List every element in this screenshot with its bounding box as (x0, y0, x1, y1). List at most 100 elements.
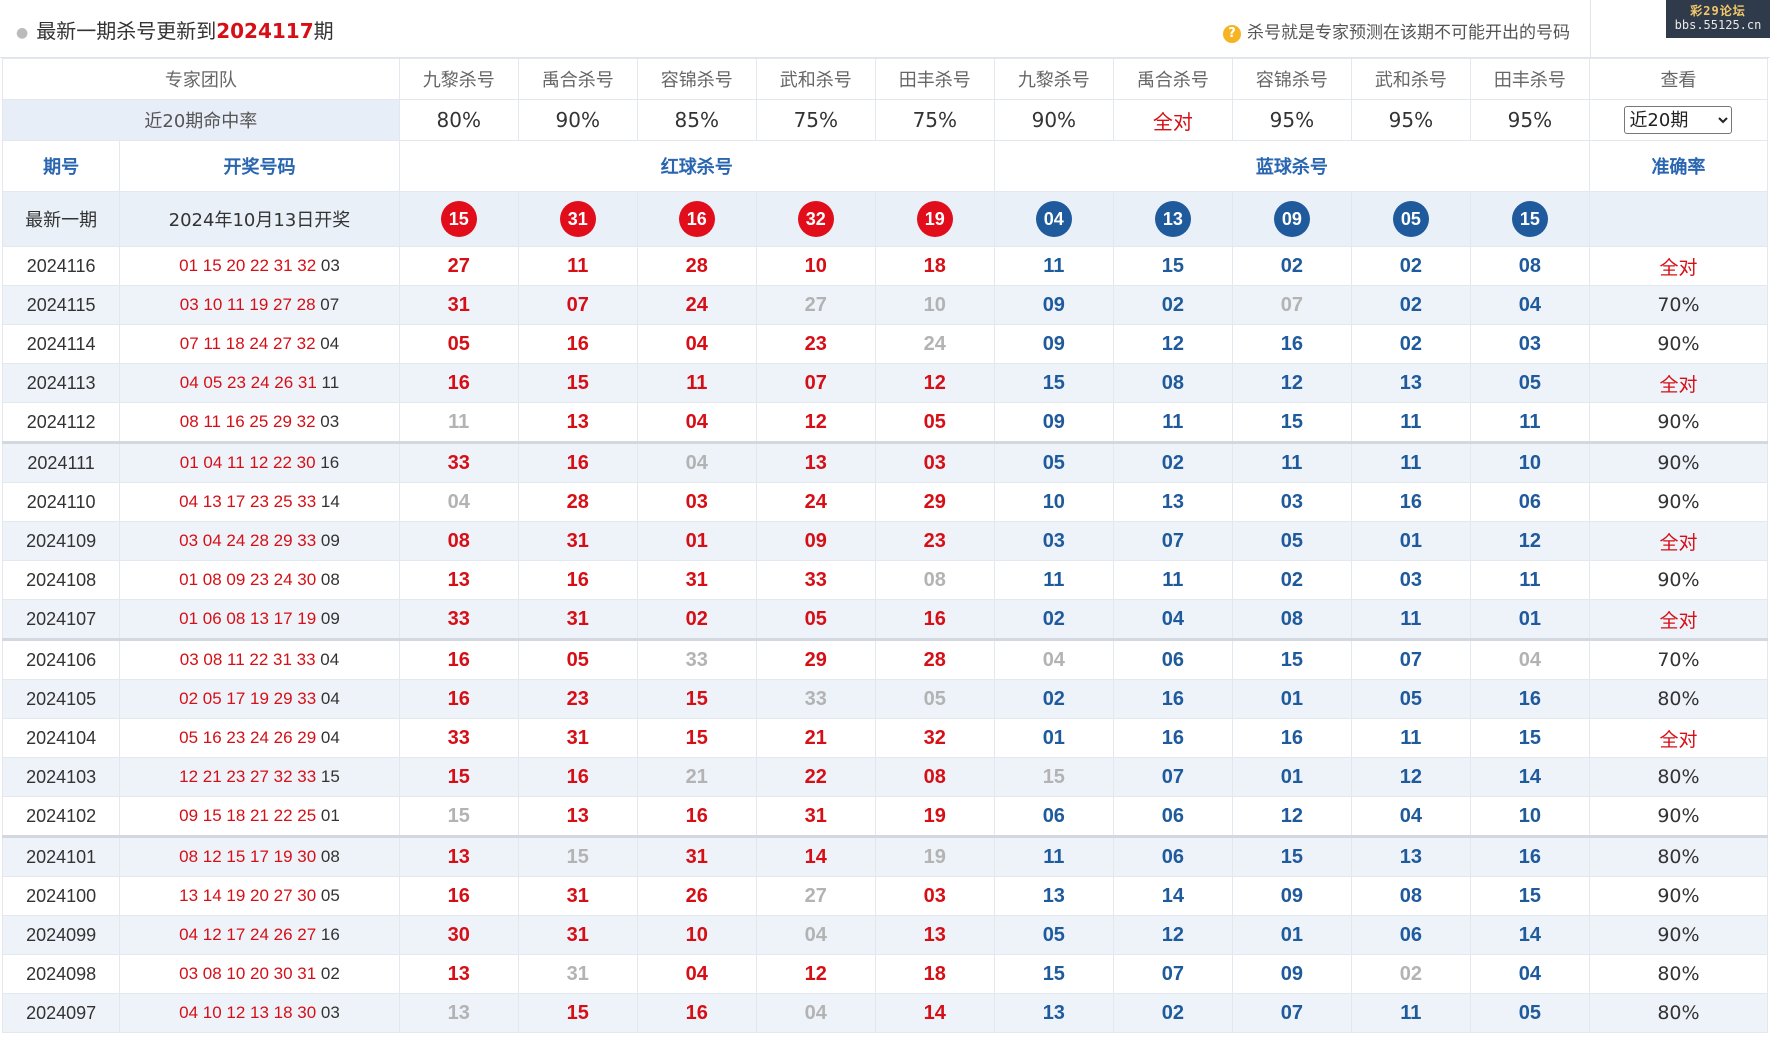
accuracy-value: 90% (1588, 915, 1769, 955)
hint-label: 杀号就是专家预测在该期不可能开出的号码 (1247, 23, 1570, 43)
expert-blue-3: 容锦杀号 (1231, 58, 1352, 100)
issue-number: 2024112 (1, 402, 121, 444)
draw-blue-number: 03 (320, 1003, 340, 1022)
issue-number: 2024108 (1, 560, 121, 600)
red-kill-number: 16 (517, 324, 638, 364)
red-kill-number: 31 (636, 836, 757, 877)
red-kill-number: 21 (755, 718, 876, 758)
red-kill-number: 12 (874, 363, 995, 403)
accuracy-value: 90% (1588, 442, 1769, 483)
latest-blue-cell: 04 (993, 191, 1114, 247)
red-kill-number: 31 (517, 521, 638, 561)
table-row: 2024112 08 11 16 25 29 32 03 11 13 04 12 05 09 1… (1, 402, 1769, 444)
draw-red-numbers: 02 05 17 19 29 33 (179, 689, 317, 708)
draw-red-numbers: 08 12 15 17 19 30 (179, 847, 317, 866)
draw-red-numbers: 03 10 11 19 27 28 (179, 295, 316, 314)
hit-rate-value: 95% (1231, 99, 1352, 141)
issue-number: 2024114 (1, 324, 121, 364)
draw-red-numbers: 12 21 23 27 32 33 (179, 767, 317, 786)
blue-kill-number: 03 (1231, 482, 1352, 522)
team-label: 专家团队 (2, 58, 400, 100)
blue-kill-number: 01 (1231, 679, 1352, 719)
red-kill-number: 33 (755, 560, 876, 600)
red-ball: 15 (440, 201, 477, 237)
red-kill-number: 22 (755, 757, 876, 797)
latest-row: 最新一期 2024年10月13日开奖 15 31 16 32 19 04 13 … (1, 191, 1769, 247)
top-bar: ● 最新一期杀号更新到2024117期 ? 杀号就是专家预测在该期不可能开出的号码 … (0, 0, 1770, 58)
blue-kill-number: 05 (993, 442, 1114, 483)
red-kill-number: 31 (398, 285, 519, 325)
draw-blue-number: 14 (320, 492, 340, 511)
period-select[interactable]: 近20期 (1624, 106, 1733, 134)
draw-blue-number: 03 (320, 256, 340, 275)
draw-red-numbers: 04 13 17 23 25 33 (179, 492, 317, 511)
red-kill-number: 08 (398, 521, 519, 561)
draw-red-numbers: 08 11 16 25 29 32 (179, 412, 316, 431)
blue-ball: 05 (1392, 201, 1429, 237)
expert-blue-1: 九黎杀号 (993, 58, 1114, 100)
red-kill-number: 02 (636, 599, 757, 641)
title-suffix: 期 (313, 19, 334, 43)
red-kill-number: 31 (517, 915, 638, 955)
latest-draw-date: 2024年10月13日开奖 (119, 191, 400, 247)
red-kill-number: 07 (517, 285, 638, 325)
blue-kill-number: 03 (1469, 324, 1590, 364)
blue-kill-number: 02 (1350, 954, 1471, 994)
blue-kill-number: 12 (1112, 324, 1233, 364)
blue-kill-number: 11 (1469, 560, 1590, 600)
draw-numbers: 03 04 24 28 29 33 09 (119, 521, 400, 561)
draw-numbers: 05 16 23 24 26 29 04 (119, 718, 400, 758)
issue-number: 2024113 (1, 363, 121, 403)
draw-red-numbers: 04 05 23 24 26 31 (179, 373, 317, 392)
draw-numbers: 07 11 18 24 27 32 04 (119, 324, 400, 364)
blue-kill-number: 15 (993, 363, 1114, 403)
red-kill-number: 13 (517, 796, 638, 838)
expert-red-1: 九黎杀号 (398, 58, 519, 100)
red-kill-number: 10 (636, 915, 757, 955)
draw-red-numbers: 04 10 12 13 18 30 (179, 1003, 317, 1022)
blue-kill-number: 12 (1112, 915, 1233, 955)
accuracy-value: 全对 (1588, 363, 1769, 403)
draw-red-numbers: 05 16 23 24 26 29 (179, 728, 317, 747)
red-kill-number: 11 (636, 363, 757, 403)
red-kill-number: 24 (636, 285, 757, 325)
table-row: 2024113 04 05 23 24 26 31 11 16 15 11 07 12 15 0… (1, 363, 1769, 403)
red-kill-number: 10 (755, 246, 876, 286)
blue-kill-number: 15 (1231, 402, 1352, 444)
draw-numbers: 04 13 17 23 25 33 14 (119, 482, 400, 522)
blue-kill-number: 05 (1231, 521, 1352, 561)
draw-red-numbers: 04 12 17 24 26 27 (179, 925, 317, 944)
blue-kill-number: 08 (1231, 599, 1352, 641)
issue-number: 2024099 (1, 915, 121, 955)
red-kill-number: 16 (874, 599, 995, 641)
page-title: ● 最新一期杀号更新到2024117期 (16, 15, 334, 44)
blue-kill-number: 15 (1469, 876, 1590, 916)
blue-kill-number: 08 (1469, 246, 1590, 286)
question-icon: ? (1223, 25, 1241, 43)
draw-red-numbers: 03 08 11 22 31 33 (179, 650, 316, 669)
accuracy-value: 80% (1588, 836, 1769, 877)
issue-number: 2024106 (1, 639, 121, 680)
blue-kill-number: 02 (1350, 324, 1471, 364)
experts-header-row: 专家团队 九黎杀号 禹合杀号 容锦杀号 武和杀号 田丰杀号 九黎杀号 禹合杀号 … (2, 58, 1769, 100)
table-row: 2024115 03 10 11 19 27 28 07 31 07 24 27 10 09 0… (1, 285, 1769, 325)
red-kill-number: 31 (517, 599, 638, 641)
blue-kill-number: 01 (1469, 599, 1590, 641)
blue-kill-number: 04 (1469, 954, 1590, 994)
red-kill-number: 04 (636, 954, 757, 994)
blue-kill-number: 09 (993, 402, 1114, 444)
red-kill-number: 26 (636, 876, 757, 916)
site-watermark: 彩29论坛 bbs.55125.cn (1666, 0, 1770, 38)
blue-kill-number: 15 (1112, 246, 1233, 286)
draw-blue-number: 07 (320, 295, 340, 314)
red-kill-number: 33 (398, 718, 519, 758)
accuracy-value: 90% (1588, 560, 1769, 600)
blue-kill-number: 06 (1112, 796, 1233, 838)
draw-red-numbers: 07 11 18 24 27 32 (179, 334, 316, 353)
accuracy-value: 90% (1588, 796, 1769, 838)
view-label: 查看 (1588, 58, 1769, 100)
accuracy-header: 准确率 (1588, 140, 1769, 192)
red-kill-number: 16 (636, 993, 757, 1033)
draw-numbers: 01 06 08 13 17 19 09 (119, 599, 400, 641)
blue-kill-number: 06 (1112, 836, 1233, 877)
